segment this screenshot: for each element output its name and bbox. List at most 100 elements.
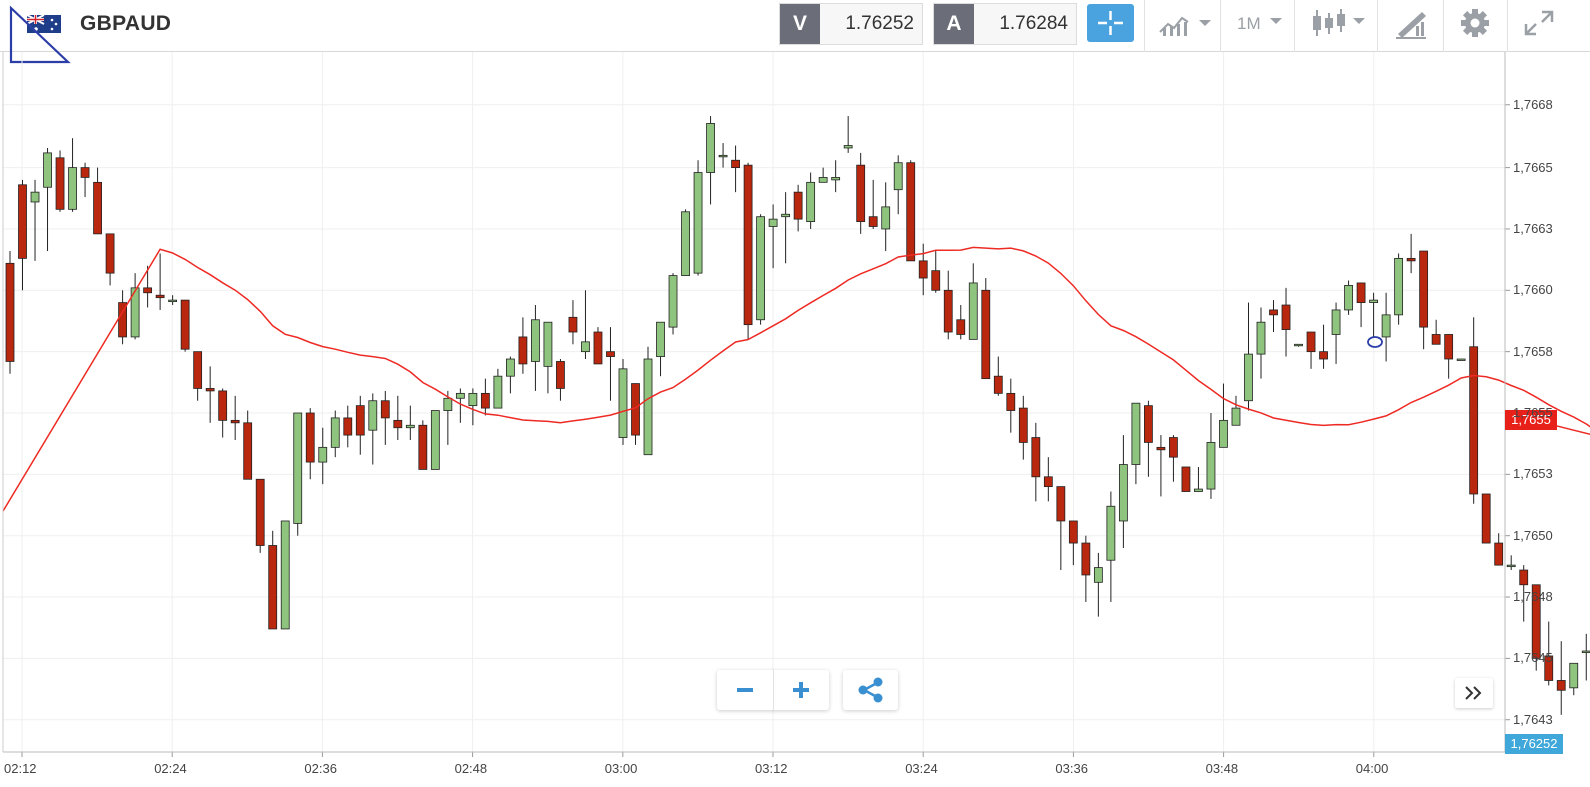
candle-bearish [218, 388, 228, 438]
candle-bullish [543, 321, 553, 394]
candle-body [1181, 466, 1191, 492]
candle-bearish [355, 395, 365, 455]
candle-bullish [893, 155, 903, 215]
candle-bullish [1231, 395, 1241, 426]
chart-toolbar: GBPAUD V 1.76252 A 1.76284 1M [0, 0, 1590, 52]
candle-body [756, 216, 765, 321]
y-tick-label: 1,7653 [1513, 466, 1553, 482]
scroll-to-latest-button[interactable] [1455, 678, 1493, 708]
candle-bullish [831, 160, 841, 193]
candle-bearish [1494, 533, 1504, 566]
candle-body [280, 520, 290, 630]
candle-body [1469, 346, 1479, 495]
candle-body [155, 294, 165, 299]
candle-body [1506, 564, 1516, 568]
candles-layer [5, 116, 1590, 715]
moving-average-layer [2, 246, 1590, 512]
candle-body [668, 275, 678, 328]
candle-body [881, 206, 891, 230]
chart-type-button[interactable] [1155, 4, 1215, 42]
candle-body [1231, 407, 1241, 426]
share-icon [858, 677, 883, 703]
fullscreen-button[interactable] [1516, 4, 1562, 42]
candle-body [93, 181, 102, 235]
candle-body [1494, 542, 1504, 566]
candle-body [1194, 488, 1203, 492]
candle-body [55, 157, 65, 210]
bid-price-badge: 1,76252 [1505, 734, 1563, 754]
candle-bullish [1093, 552, 1103, 617]
candle-bullish [1569, 662, 1579, 696]
candle-body [606, 351, 615, 357]
x-tick-label: 04:00 [1355, 761, 1389, 776]
candle-body [43, 152, 52, 188]
candle-bearish [343, 405, 353, 448]
y-tick-label: 1,7658 [1513, 343, 1553, 359]
ma-marker[interactable] [1367, 336, 1383, 348]
gear-icon [1461, 9, 1489, 37]
candle-body [1131, 402, 1141, 465]
candle-bearish [1018, 395, 1028, 460]
candle-body [355, 405, 365, 436]
price-chart[interactable] [0, 52, 1590, 787]
candle-bearish [1469, 317, 1479, 504]
candle-body [380, 400, 390, 419]
candle-bullish [1131, 402, 1141, 485]
candle-body [768, 218, 778, 227]
candle-bullish [756, 214, 765, 325]
timeframe-button[interactable]: 1M [1228, 4, 1288, 42]
candle-body [1319, 351, 1328, 360]
drawing-tools-button[interactable] [1386, 4, 1436, 42]
candle-bearish [393, 395, 403, 440]
candle-style-button[interactable] [1305, 4, 1371, 42]
candle-bearish [868, 179, 878, 229]
candle-bullish [280, 520, 290, 630]
candle-bearish [981, 278, 991, 380]
candle-bullish [581, 290, 590, 360]
candle-bullish [68, 138, 77, 212]
moving-average-line [2, 246, 1590, 512]
candle-bearish [1544, 621, 1554, 686]
candle-body [968, 282, 978, 340]
candle-body [568, 316, 578, 333]
zoom-in-button[interactable] [773, 670, 829, 710]
candle-bearish [305, 408, 315, 480]
y-tick-label: 1,7643 [1513, 711, 1553, 727]
candle-bearish [1531, 584, 1541, 671]
sell-price-button[interactable]: V 1.76252 [779, 3, 923, 45]
candle-bullish [1194, 466, 1203, 492]
candle-bearish [1269, 300, 1278, 333]
candle-bearish [518, 317, 528, 374]
candle-body [1206, 442, 1216, 490]
candle-bullish [1456, 358, 1466, 361]
candle-bearish [731, 145, 740, 193]
candle-body [193, 351, 203, 389]
candle-body [405, 424, 415, 429]
candle-bullish [468, 388, 478, 426]
crosshair-button[interactable] [1087, 4, 1134, 42]
candle-body [868, 216, 878, 227]
candle-body [480, 392, 490, 409]
share-button[interactable] [843, 670, 898, 710]
candle-bullish [881, 182, 891, 252]
symbol-name[interactable]: GBPAUD [80, 12, 172, 35]
candle-body [1056, 486, 1066, 522]
settings-button[interactable] [1452, 4, 1498, 42]
zoom-out-button[interactable] [717, 670, 774, 710]
y-tick-label: 1,7660 [1513, 282, 1553, 298]
candle-bearish [931, 251, 941, 293]
candle-body [1118, 464, 1128, 522]
candle-bullish [668, 273, 678, 335]
draw-triangle-icon[interactable] [8, 4, 72, 66]
chart-type-icon [1159, 16, 1211, 36]
buy-price-button[interactable]: A 1.76284 [933, 3, 1077, 45]
candle-body [656, 321, 665, 357]
candle-body [305, 412, 315, 463]
candle-body [393, 419, 403, 429]
candle-bearish [1406, 233, 1416, 274]
candle-body [518, 336, 528, 365]
chevron-down-icon [1270, 18, 1282, 24]
candle-body [268, 545, 278, 630]
candle-bullish [806, 172, 816, 229]
candle-body [1068, 520, 1078, 544]
